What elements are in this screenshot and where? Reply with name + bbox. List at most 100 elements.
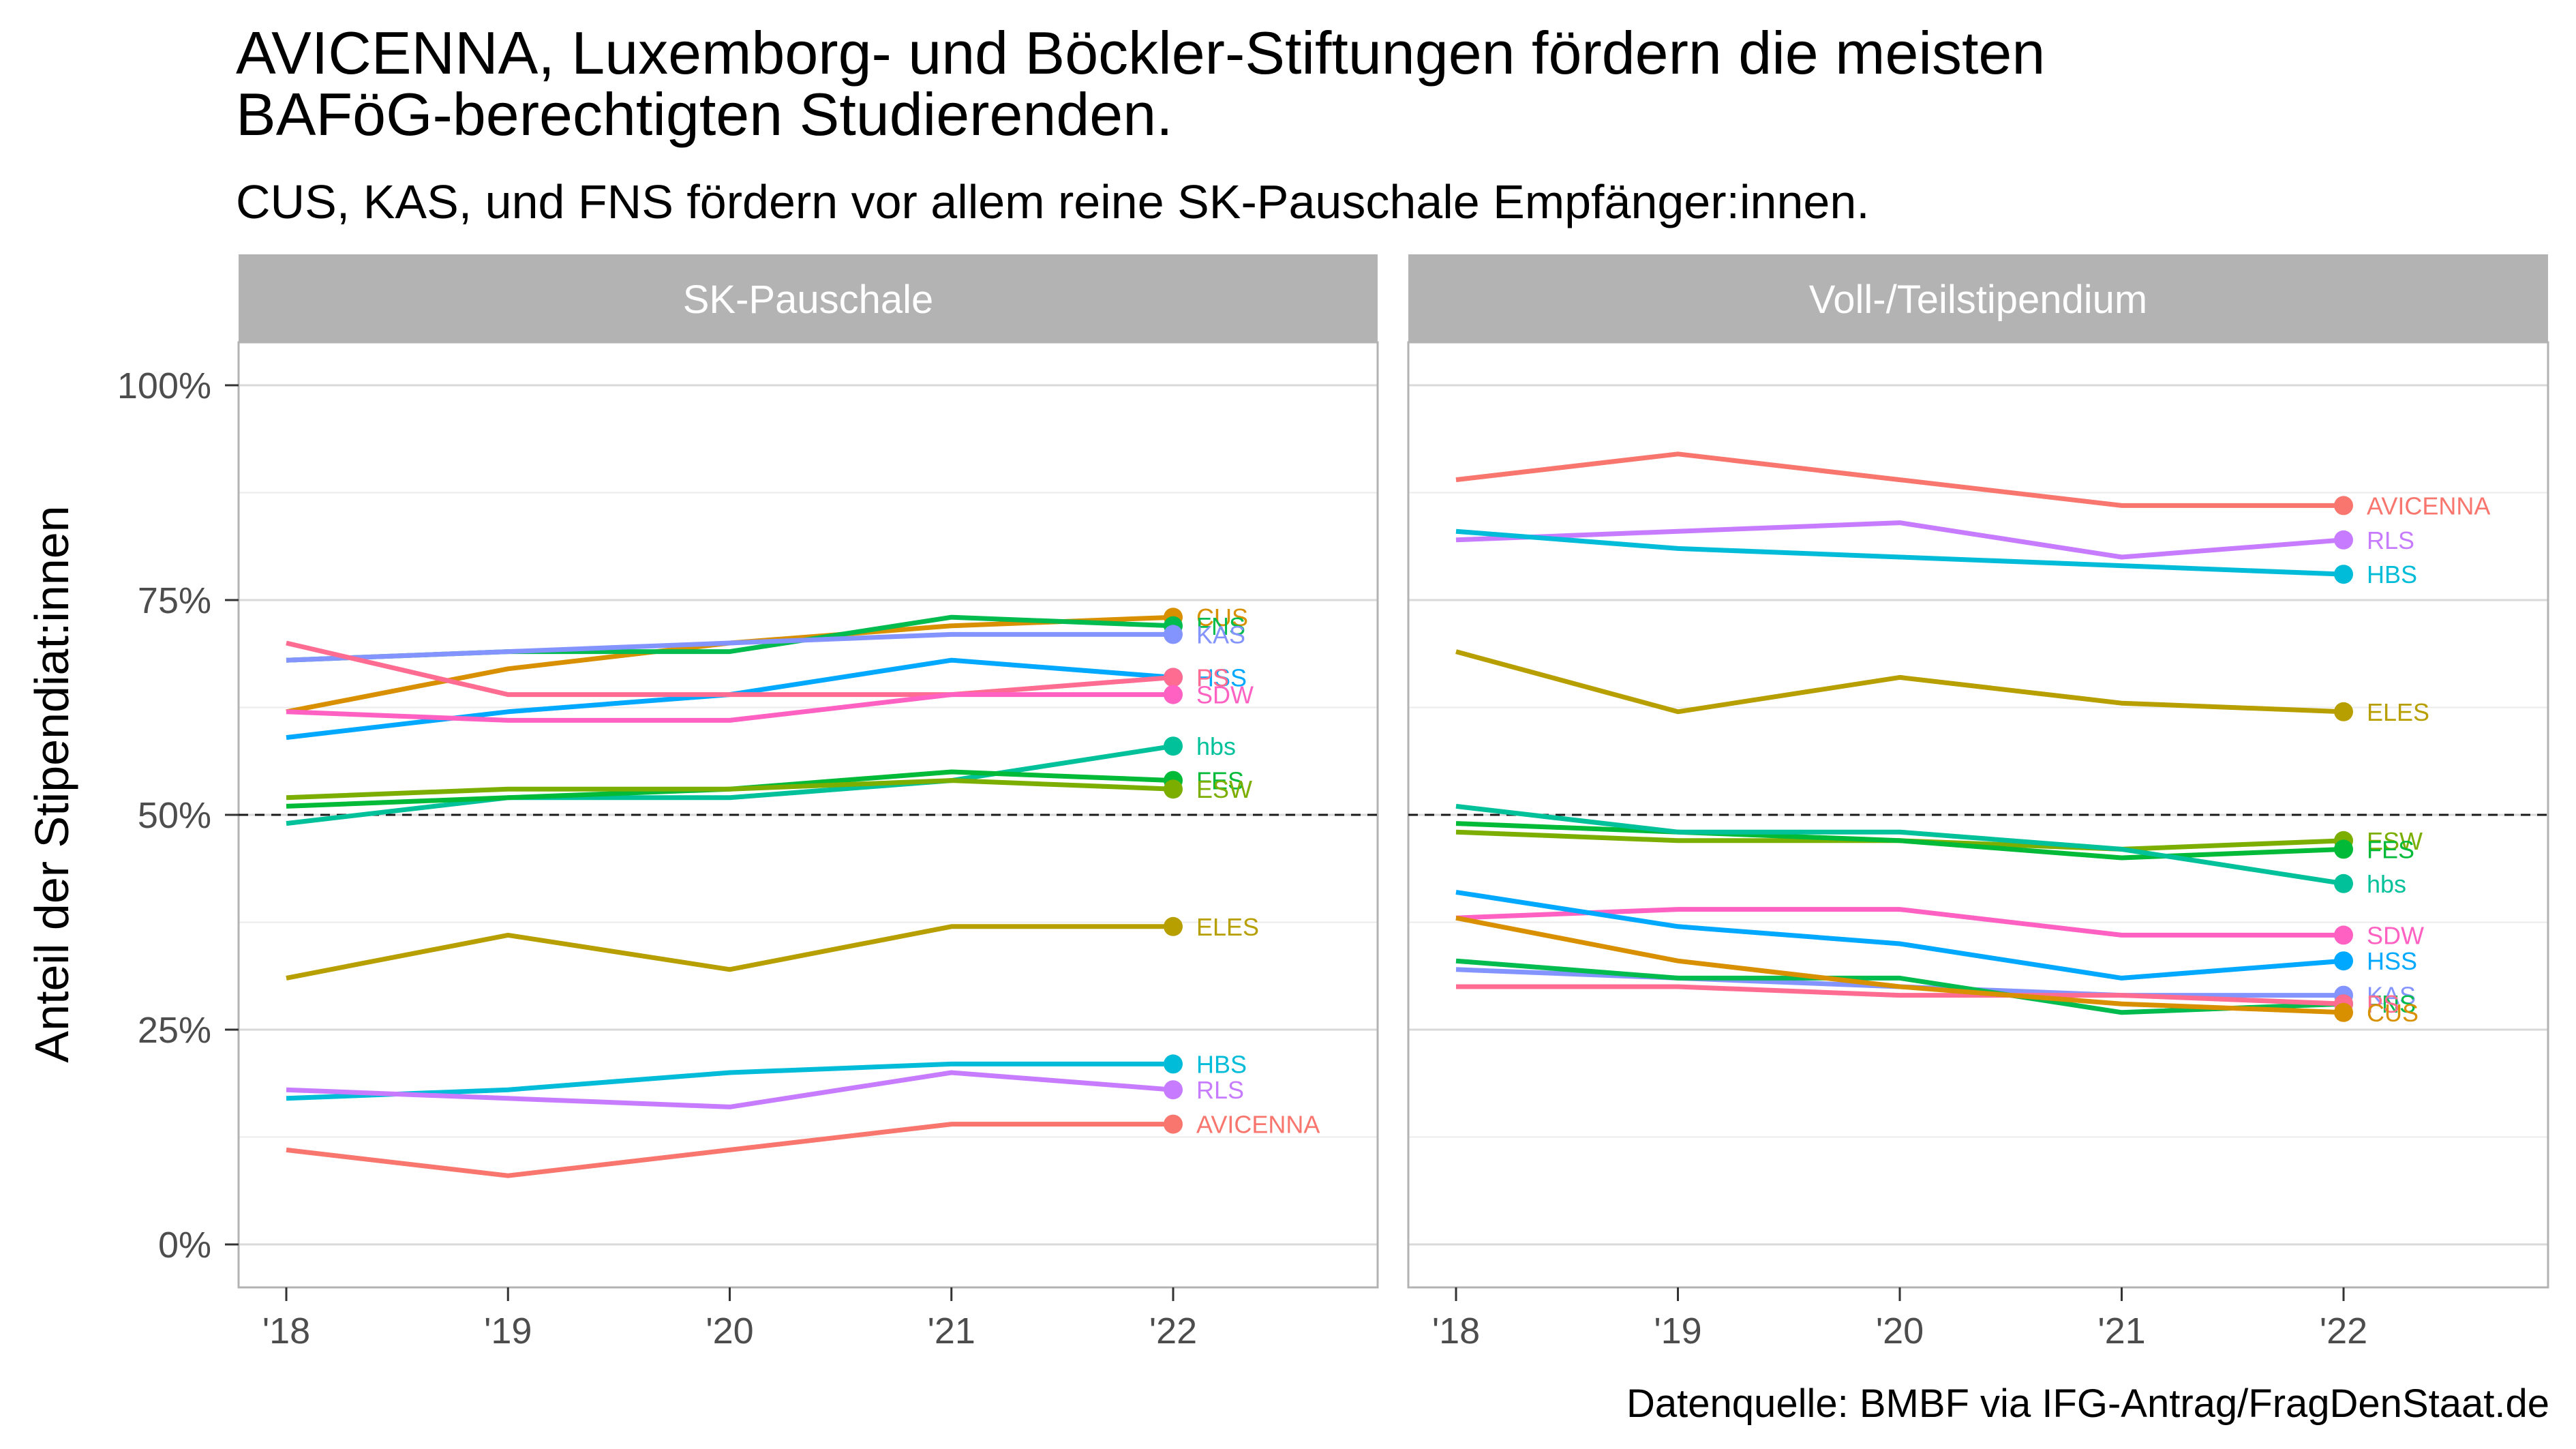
series-hbs: hbs [1455,803,2406,898]
series-line-rls [1455,520,2344,560]
series-line-fns [1455,958,2344,1015]
series-ps: PS [1456,984,2399,1018]
series-line-cus [286,614,1174,715]
end-label-cus: CUS [1196,603,1248,631]
series-line-sdw [1455,907,2344,938]
end-label-hss: HSS [1196,663,1247,691]
x-tick-label: '18 [262,1311,310,1351]
series-cus: CUS [1455,915,2419,1027]
y-tick-label: 75% [138,580,211,621]
series-hbs: HBS [1455,528,2417,588]
y-tick-label: 100% [117,365,211,406]
end-label-avicenna: AVICENNA [2367,492,2490,520]
series-line-esw [286,778,1174,801]
series-line-ps [1456,984,2344,1006]
series-line-cus [1455,915,2344,1015]
series-kas: KAS [286,621,1245,663]
end-point-avicenna [2334,496,2353,516]
end-point-avicenna [1164,1114,1183,1134]
series-line-avicenna [286,1122,1173,1178]
series-hss: HSS [286,657,1247,741]
end-label-kas: KAS [2367,982,2416,1010]
end-point-hbs [2334,873,2353,893]
end-label-fns: FNS [1196,612,1245,640]
end-point-hss [2334,951,2353,971]
series-hbs: hbs [286,732,1236,826]
series-rls: RLS [286,1070,1244,1109]
end-label-hbs: HBS [1196,1050,1247,1078]
end-point-rls [2334,530,2353,550]
end-point-esw [1164,779,1183,799]
series-line-sdw [286,692,1173,723]
chart-subtitle: CUS, KAS, und FNS fördern vor allem rein… [236,175,1870,228]
series-line-rls [286,1070,1174,1109]
end-point-rls [1164,1080,1183,1100]
end-label-avicenna: AVICENNA [1196,1111,1320,1139]
series-line-eles [286,924,1173,981]
end-label-sdw: SDW [1196,681,1254,709]
end-point-eles [1164,916,1183,936]
end-label-sdw: SDW [2367,921,2424,949]
facet-strip [1408,254,2548,342]
facet-panels: SK-Pauschale 0% 25% 50% 75% 100% '18 '19 '20 '21 '… [117,254,2549,1351]
series-line-eles [1455,649,2344,715]
end-label-hbs: HBS [2367,561,2417,588]
facet-strip-label: SK-Pauschale [683,278,934,322]
series-line-hbs [1455,803,2344,886]
series-hbs: HBS [286,1050,1247,1101]
series-line-hss [1455,889,2344,981]
end-point-sdw [1164,685,1183,704]
end-label-esw: ESW [1196,775,1252,803]
end-point-ps [1164,668,1183,687]
y-tick-label: 25% [138,1010,211,1051]
end-label-kas: KAS [1196,621,1245,648]
facet-strip-label: Voll-/Teilstipendium [1809,278,2147,322]
series-esw: ESW [286,775,1252,803]
end-point-kas [1164,625,1183,644]
series-sdw: SDW [286,681,1254,723]
end-point-hbs [2334,565,2353,584]
chart-title-line2: BAFöG-berechtigten Studierenden. [236,80,1173,148]
y-tick-label: 0% [158,1225,211,1266]
series-line-hbs [1455,528,2344,577]
series-line-avicenna [1455,451,2344,508]
end-label-ps: PS [2367,990,2399,1018]
end-label-fes: FES [1196,767,1244,795]
end-point-hbs [1164,1054,1183,1074]
end-label-rls: RLS [2367,526,2414,554]
end-label-fes: FES [2367,835,2414,863]
series-line-kas [286,631,1173,663]
end-label-hss: HSS [2367,947,2417,975]
series-hss: HSS [1455,889,2417,981]
end-label-fns: FNS [2367,990,2416,1018]
series-sdw: SDW [1455,907,2424,949]
x-tick-label: '20 [706,1311,753,1351]
x-tick-label: '20 [1876,1311,1924,1351]
series-rls: RLS [1455,520,2414,560]
chart-title-line1: AVICENNA, Luxemborg- und Böckler-Stiftun… [236,19,2045,87]
end-label-cus: CUS [2367,999,2419,1027]
x-tick-label: '18 [1432,1311,1480,1351]
series-ps: PS [286,640,1229,698]
end-point-sdw [2334,925,2353,945]
end-label-eles: ELES [1196,913,1259,941]
x-tick-label: '21 [928,1311,975,1351]
end-point-cus [2334,1002,2353,1022]
end-label-hbs: hbs [2367,870,2406,898]
data-source-caption: Datenquelle: BMBF via IFG-Antrag/FragDen… [1626,1381,2549,1426]
x-tick-label: '22 [2320,1311,2367,1351]
end-label-ps: PS [1196,663,1229,691]
x-tick-label: '19 [1654,1311,1701,1351]
y-tick-label: 50% [138,795,211,836]
end-label-esw: ESW [2367,827,2423,855]
end-point-hbs [1164,736,1183,756]
series-eles: ELES [286,913,1259,981]
end-label-hbs: hbs [1196,732,1236,760]
panel-sk-pauschale: SK-Pauschale 0% 25% 50% 75% 100% '18 '19 '20 '21 '… [117,254,1379,1351]
x-tick-label: '22 [1149,1311,1197,1351]
x-tick-label: '19 [484,1311,532,1351]
series-line-hbs [286,743,1174,826]
series-eles: ELES [1455,649,2429,726]
end-label-eles: ELES [2367,698,2429,726]
